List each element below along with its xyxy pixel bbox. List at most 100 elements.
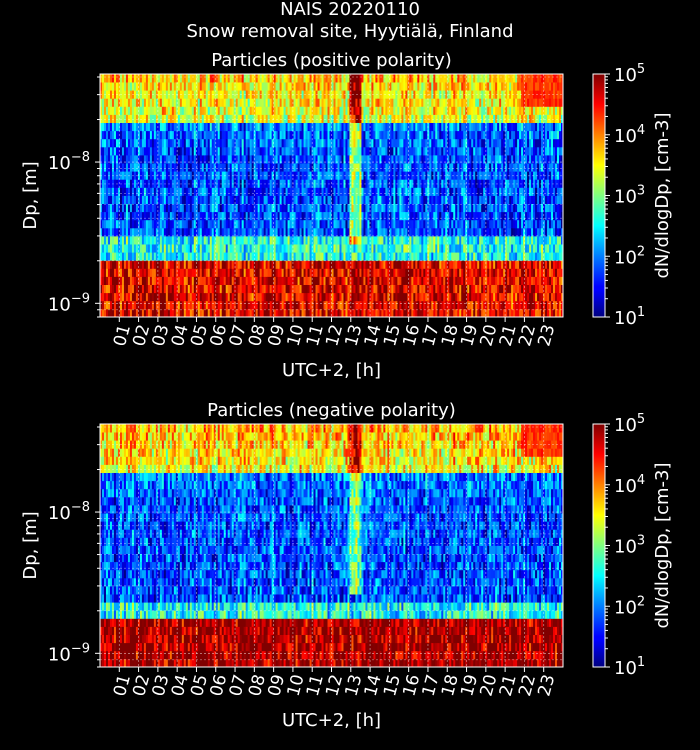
heatmap-cell bbox=[195, 138, 199, 148]
heatmap-cell bbox=[111, 82, 115, 91]
heatmap-cell bbox=[105, 284, 109, 294]
heatmap-cell bbox=[323, 211, 326, 221]
heatmap-cell bbox=[119, 276, 123, 285]
heatmap-cell bbox=[273, 187, 277, 196]
heatmap-cell bbox=[299, 244, 302, 253]
heatmap-cell bbox=[173, 74, 177, 83]
heatmap-cell bbox=[303, 179, 306, 188]
heatmap-cell bbox=[191, 268, 195, 277]
heatmap-cell bbox=[221, 252, 225, 261]
heatmap-cell bbox=[127, 284, 131, 294]
heatmap-cell bbox=[183, 284, 187, 294]
heatmap-cell bbox=[257, 276, 261, 285]
heatmap-cell bbox=[155, 203, 159, 213]
heatmap-cell bbox=[205, 260, 209, 269]
heatmap-cell bbox=[171, 203, 175, 213]
heatmap-cell bbox=[115, 90, 119, 99]
heatmap-cell bbox=[129, 82, 133, 91]
heatmap-cell bbox=[193, 300, 197, 310]
heatmap-cell bbox=[159, 146, 163, 156]
heatmap-cell bbox=[303, 130, 306, 140]
heatmap-cell bbox=[323, 82, 326, 91]
heatmap-cell bbox=[333, 284, 336, 294]
heatmap-cell bbox=[299, 227, 302, 237]
heatmap-cell bbox=[277, 308, 281, 318]
heatmap-cell bbox=[115, 284, 119, 294]
heatmap-cell bbox=[127, 211, 131, 221]
heatmap-cell bbox=[267, 268, 271, 277]
heatmap-cell bbox=[239, 146, 243, 156]
heatmap-cell bbox=[257, 268, 261, 277]
heatmap-cell bbox=[189, 114, 193, 123]
heatmap-cell bbox=[155, 211, 159, 221]
heatmap-cell bbox=[329, 284, 332, 294]
heatmap-cell bbox=[293, 244, 296, 253]
heatmap-cell bbox=[111, 106, 115, 115]
heatmap-cell bbox=[159, 300, 163, 310]
heatmap-cell bbox=[275, 122, 279, 132]
heatmap-cell bbox=[123, 171, 127, 180]
heatmap-cell bbox=[297, 130, 300, 140]
heatmap-cell bbox=[305, 227, 308, 237]
heatmap-cell bbox=[315, 138, 318, 148]
heatmap-cell bbox=[333, 244, 336, 253]
heatmap-cell bbox=[285, 114, 288, 123]
heatmap-cell bbox=[145, 284, 149, 294]
heatmap-cell bbox=[161, 252, 165, 261]
heatmap-cell bbox=[297, 244, 300, 253]
heatmap-cell bbox=[319, 244, 322, 253]
heatmap-cell bbox=[231, 114, 235, 123]
heatmap-cell bbox=[269, 268, 273, 277]
heatmap-cell bbox=[241, 82, 245, 91]
heatmap-cell bbox=[339, 74, 342, 83]
heatmap-cell bbox=[105, 276, 109, 285]
heatmap-cell bbox=[102, 227, 105, 237]
heatmap-cell bbox=[111, 252, 115, 261]
heatmap-cell bbox=[235, 130, 239, 140]
heatmap-cell bbox=[115, 114, 119, 123]
heatmap-cell bbox=[159, 211, 163, 221]
heatmap-cell bbox=[225, 195, 229, 204]
heatmap-cell bbox=[337, 308, 340, 318]
heatmap-cell bbox=[193, 276, 197, 285]
heatmap-cell bbox=[285, 187, 288, 196]
heatmap-cell bbox=[137, 138, 141, 148]
heatmap-cell bbox=[183, 236, 187, 245]
heatmap-cell bbox=[289, 146, 292, 156]
heatmap-cell bbox=[215, 146, 219, 156]
heatmap-cell bbox=[109, 106, 113, 115]
heatmap-cell bbox=[165, 90, 169, 99]
heatmap-cell bbox=[279, 300, 283, 310]
heatmap-cell bbox=[163, 82, 167, 91]
heatmap-cell bbox=[239, 82, 243, 91]
heatmap-cell bbox=[267, 244, 271, 253]
heatmap-cell bbox=[199, 74, 203, 83]
heatmap-cell bbox=[203, 244, 207, 253]
heatmap-cell bbox=[285, 195, 288, 204]
heatmap-cell bbox=[199, 203, 203, 213]
heatmap-cell bbox=[103, 276, 107, 285]
heatmap-cell bbox=[205, 187, 209, 196]
heatmap-cell bbox=[121, 90, 125, 99]
heatmap-cell bbox=[315, 146, 318, 156]
heatmap-cell bbox=[171, 130, 175, 140]
heatmap-cell bbox=[215, 195, 219, 204]
heatmap-cell bbox=[157, 90, 161, 99]
heatmap-cell bbox=[209, 106, 213, 115]
heatmap-cell bbox=[283, 300, 286, 310]
heatmap-cell bbox=[249, 268, 253, 277]
heatmap-cell bbox=[143, 211, 147, 221]
heatmap-cell bbox=[273, 130, 277, 140]
heatmap-cell bbox=[315, 268, 318, 277]
heatmap-cell bbox=[281, 292, 285, 302]
heatmap-cell bbox=[309, 244, 312, 253]
heatmap-cell bbox=[263, 130, 267, 140]
heatmap-cell bbox=[315, 163, 318, 172]
heatmap-cell bbox=[179, 98, 183, 107]
heatmap-cell bbox=[107, 74, 111, 83]
heatmap-cell bbox=[151, 284, 155, 294]
heatmap-cell bbox=[317, 171, 320, 180]
heatmap-cell bbox=[273, 308, 277, 318]
heatmap-cell bbox=[321, 146, 324, 156]
heatmap-cell bbox=[221, 260, 225, 269]
